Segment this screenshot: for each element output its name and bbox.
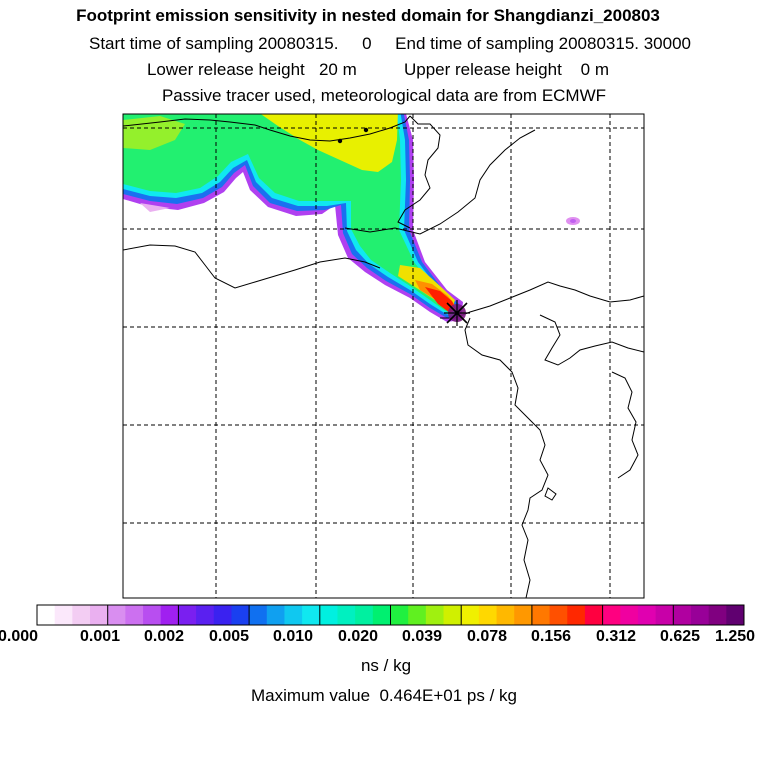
color-swatch	[478, 605, 498, 625]
scale-label-8: 0.156	[530, 628, 572, 645]
color-swatch	[107, 605, 126, 625]
isolated-sensitivity-spot-core	[570, 219, 576, 223]
color-swatch	[319, 605, 338, 625]
scale-label-3: 0.005	[208, 628, 250, 645]
color-swatch	[690, 605, 710, 625]
scale-label-5: 0.020	[337, 628, 379, 645]
color-swatch	[72, 605, 91, 625]
receptor-star-x-marker	[444, 300, 470, 326]
color-swatch	[355, 605, 374, 625]
color-swatch	[496, 605, 515, 625]
plot-title: Footprint emission sensitivity in nested…	[76, 6, 660, 25]
color-swatch	[602, 605, 621, 625]
color-swatch	[673, 605, 692, 625]
color-swatch	[337, 605, 356, 625]
city-marker-1	[363, 127, 369, 133]
color-swatch	[461, 605, 480, 625]
color-swatch	[443, 605, 462, 625]
color-swatch	[90, 605, 109, 625]
scale-label-10: 0.625	[659, 628, 701, 645]
color-swatch	[567, 605, 586, 625]
color-swatch	[655, 605, 674, 625]
color-swatch	[408, 605, 427, 625]
color-swatch	[160, 605, 179, 625]
scale-label-1: 0.001	[79, 628, 121, 645]
scale-label-7: 0.078	[466, 628, 508, 645]
scale-label-0: 0.000	[0, 628, 39, 645]
lat-lon-grid	[123, 114, 644, 598]
color-bar-frame	[36, 604, 745, 626]
color-swatch	[390, 605, 409, 625]
color-swatch	[143, 605, 162, 625]
city-marker-2	[337, 138, 343, 144]
color-swatch	[249, 605, 268, 625]
coastline-liaodong	[539, 314, 644, 366]
coastline-bohai-west	[464, 317, 549, 598]
color-swatch	[584, 605, 604, 625]
color-swatch	[514, 605, 533, 625]
color-swatch	[231, 605, 250, 625]
sampling-time-line: Start time of sampling 20080315. 0 End t…	[89, 34, 691, 53]
scale-label-2: 0.002	[143, 628, 185, 645]
color-swatch	[196, 605, 215, 625]
scale-label-4: 0.010	[272, 628, 314, 645]
color-scale-bar	[36, 604, 745, 626]
color-swatch	[637, 605, 657, 625]
color-swatch	[302, 605, 321, 625]
color-swatch	[531, 605, 551, 625]
color-swatch	[372, 605, 391, 625]
coastline-bohai-north	[440, 281, 644, 319]
color-swatch	[213, 605, 232, 625]
tracer-info-line: Passive tracer used, meteorological data…	[161, 86, 607, 105]
border-line-middle	[123, 244, 381, 289]
color-swatch	[726, 605, 745, 625]
color-swatch	[620, 605, 639, 625]
coastline-small-island	[544, 487, 557, 501]
color-swatch	[425, 605, 445, 625]
color-swatch	[54, 605, 73, 625]
color-swatch	[549, 605, 568, 625]
map-frame	[122, 113, 645, 599]
plume-red-near-receptor	[425, 287, 456, 313]
color-swatch	[125, 605, 144, 625]
color-swatch	[37, 605, 56, 625]
scale-label-9: 0.312	[595, 628, 637, 645]
border-line-east-north	[397, 115, 441, 229]
release-height-line: Lower release height 20 m Upper release …	[146, 60, 610, 79]
color-swatch	[266, 605, 285, 625]
color-swatch	[708, 605, 727, 625]
color-swatch	[178, 605, 197, 625]
scale-label-6: 0.039	[401, 628, 443, 645]
border-line-north	[123, 115, 411, 142]
maximum-value-text: Maximum value 0.464E+01 ps / kg	[251, 686, 517, 705]
scale-label-11: 1.250	[714, 628, 756, 645]
coastline-peninsula	[611, 371, 639, 479]
plume-pink-fringe	[140, 203, 170, 212]
color-swatch	[284, 605, 303, 625]
scale-units: ns / kg	[360, 656, 412, 675]
